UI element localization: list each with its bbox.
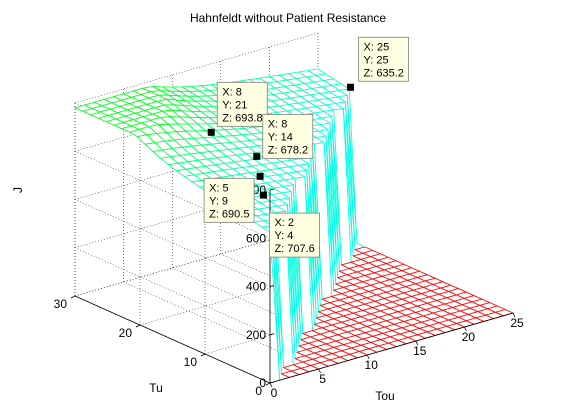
- z-axis-label: J: [11, 187, 25, 193]
- z-tick-label: 200: [246, 328, 266, 342]
- datatip-box: [358, 36, 409, 82]
- datatip[interactable]: X: 25Y: 25Z: 635.2: [358, 36, 409, 82]
- grid-line: [74, 32, 319, 104]
- datatip-text: X: 5: [209, 182, 229, 194]
- datatip-text: Y: 25: [364, 54, 389, 66]
- z-tick-label: 0: [259, 376, 266, 390]
- datatip[interactable]: X: 5Y: 9Z: 690.5: [203, 177, 255, 223]
- z-tick-mark: [269, 285, 275, 287]
- datatip-text: X: 2: [274, 217, 294, 229]
- datatip-marker: [256, 172, 264, 180]
- x-tick-mark: [366, 354, 370, 360]
- datatip-text: Y: 4: [274, 230, 293, 242]
- x-tick-mark: [318, 368, 321, 374]
- y-axis-label: Tu: [149, 381, 163, 395]
- datatip[interactable]: X: 8Y: 21Z: 693.8: [216, 81, 268, 127]
- grid-line: [74, 247, 271, 335]
- datatip-marker: [347, 83, 354, 91]
- datatip-text: Y: 9: [209, 195, 228, 207]
- datatip-marker: [259, 191, 267, 199]
- datatip[interactable]: X: 2Y: 4Z: 707.6: [269, 212, 320, 258]
- grid-line: [172, 267, 368, 356]
- y-tick-label: 0: [255, 384, 262, 398]
- z-tick-label: 400: [246, 280, 266, 294]
- datatip-box: [203, 177, 255, 223]
- grid-line: [74, 199, 271, 287]
- datatip-text: Z: 693.8: [222, 112, 262, 124]
- y-tick-mark: [70, 295, 76, 299]
- y-tick-mark: [265, 382, 271, 386]
- x-tick-label: 10: [365, 358, 379, 372]
- x-axis-label: Tou: [375, 389, 394, 403]
- datatip[interactable]: X: 8Y: 14Z: 678.2: [262, 113, 314, 159]
- x-tick-mark: [269, 382, 273, 388]
- datatip-box: [269, 212, 320, 258]
- datatip-text: X: 8: [268, 118, 288, 130]
- z-tick-mark: [269, 188, 275, 191]
- datatip-text: Y: 21: [222, 99, 247, 111]
- datatip-text: Y: 14: [268, 131, 293, 143]
- x-tick-label: 20: [462, 330, 476, 344]
- datatip-text: X: 25: [364, 41, 390, 53]
- y-tick-label: 30: [54, 297, 68, 311]
- grid-line: [74, 151, 271, 239]
- y-tick-label: 10: [184, 355, 198, 369]
- z-tick-label: 600: [246, 231, 266, 245]
- datatip-marker: [253, 152, 261, 160]
- x-tick-mark: [415, 340, 419, 346]
- z-tick-mark: [269, 381, 275, 384]
- datatip-box: [216, 81, 268, 127]
- x-tick-label: 0: [271, 386, 278, 400]
- y-tick-mark: [135, 324, 141, 328]
- grid-line: [123, 281, 319, 370]
- x-tick-mark: [464, 326, 467, 332]
- datatip-marker: [207, 128, 215, 136]
- y-tick-mark: [200, 353, 206, 357]
- x-tick-label: 25: [510, 316, 524, 330]
- datatip-text: X: 8: [222, 86, 242, 98]
- datatip-text: Z: 707.6: [274, 243, 314, 255]
- datatip-text: Z: 690.5: [209, 208, 249, 220]
- datatip-text: Z: 678.2: [268, 144, 308, 156]
- x-tick-mark: [512, 312, 516, 318]
- x-tick-label: 5: [319, 372, 326, 386]
- z-tick-mark: [269, 333, 275, 336]
- axis-line: [269, 312, 514, 384]
- datatip-text: Z: 635.2: [364, 67, 404, 79]
- grid-line: [220, 253, 416, 342]
- y-tick-label: 20: [119, 326, 133, 340]
- datatip-box: [262, 113, 314, 159]
- x-tick-label: 15: [413, 344, 427, 358]
- axis-line: [74, 295, 271, 384]
- chart-title: Hahnfeldt without Patient Resistance: [190, 11, 386, 25]
- datatips: X: 25Y: 25Z: 635.2X: 8Y: 21Z: 693.8X: 8Y…: [203, 36, 409, 258]
